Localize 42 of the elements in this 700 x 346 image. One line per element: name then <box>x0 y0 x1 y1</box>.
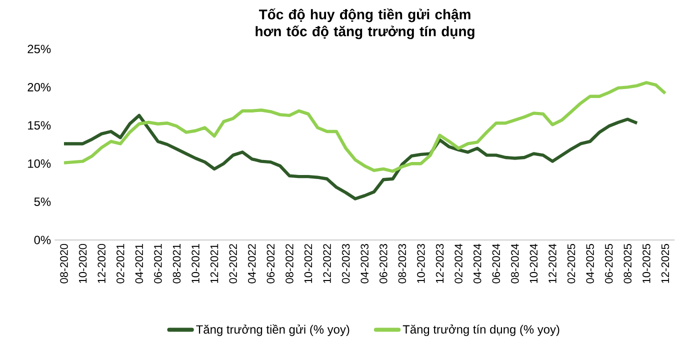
x-tick-label: 04-2021 <box>135 244 144 284</box>
x-tick-label: 10-2025 <box>642 244 650 283</box>
x-tick-label: 02-2021 <box>116 244 124 284</box>
y-tick-label: 10% <box>28 159 51 168</box>
x-tick-label: 06-2025 <box>604 244 613 284</box>
x-tick-label: 04-2025 <box>586 244 594 284</box>
y-tick-label: 15% <box>28 121 51 130</box>
x-tick-label: 06-2023 <box>380 244 388 284</box>
x-tick-label: 06-2021 <box>154 244 162 284</box>
x-tick-label: 08-2022 <box>286 244 294 284</box>
x-tick-label: 12-2025 <box>661 244 670 283</box>
x-tick-label: 10-2020 <box>78 244 87 283</box>
x-tick-label: 10-2023 <box>417 244 425 283</box>
chart-title: Tốc độ huy động tiền gửi chậm hơn tốc độ tăng trưởng tín dụng <box>256 8 474 40</box>
x-tick-label: 08-2024 <box>511 244 519 284</box>
x-tick-label: 02-2025 <box>567 244 576 284</box>
x-tick-label: 12-2020 <box>98 244 106 283</box>
legend-label: Tăng trưởng tín dụng (% yoy) <box>402 324 560 336</box>
x-tick-label: 08-2021 <box>172 244 181 284</box>
y-tick-label: 25% <box>28 44 51 54</box>
x-tick-label: 12-2023 <box>436 244 444 283</box>
legend-label: Tăng trưởng tiền gửi (% yoy) <box>196 324 350 336</box>
x-tick-label: 02-2023 <box>342 244 350 284</box>
x-tick-label: 06-2022 <box>266 244 275 284</box>
y-tick-label: 5% <box>34 198 51 206</box>
x-tick-label: 04-2024 <box>473 244 482 284</box>
y-tick-label: 20% <box>28 82 51 92</box>
x-tick-label: 08-2020 <box>60 244 68 284</box>
x-tick-label: 06-2024 <box>492 244 500 284</box>
x-tick-label: 02-2022 <box>229 244 237 284</box>
x-tick-label: 12-2021 <box>210 244 218 283</box>
y-tick-label: 0% <box>34 236 51 244</box>
x-tick-label: 04-2022 <box>248 244 256 284</box>
x-tick-label: 10-2021 <box>192 244 200 283</box>
x-tick-label: 10-2024 <box>530 244 538 283</box>
x-tick-label: 08-2025 <box>624 244 632 284</box>
x-tick-label: 08-2023 <box>398 244 406 284</box>
x-tick-label: 02-2024 <box>454 244 462 284</box>
x-tick-label: 04-2023 <box>360 244 368 284</box>
x-tick-label: 12-2022 <box>323 244 331 283</box>
x-tick-label: 10-2022 <box>304 244 312 283</box>
x-tick-label: 12-2024 <box>548 244 556 283</box>
